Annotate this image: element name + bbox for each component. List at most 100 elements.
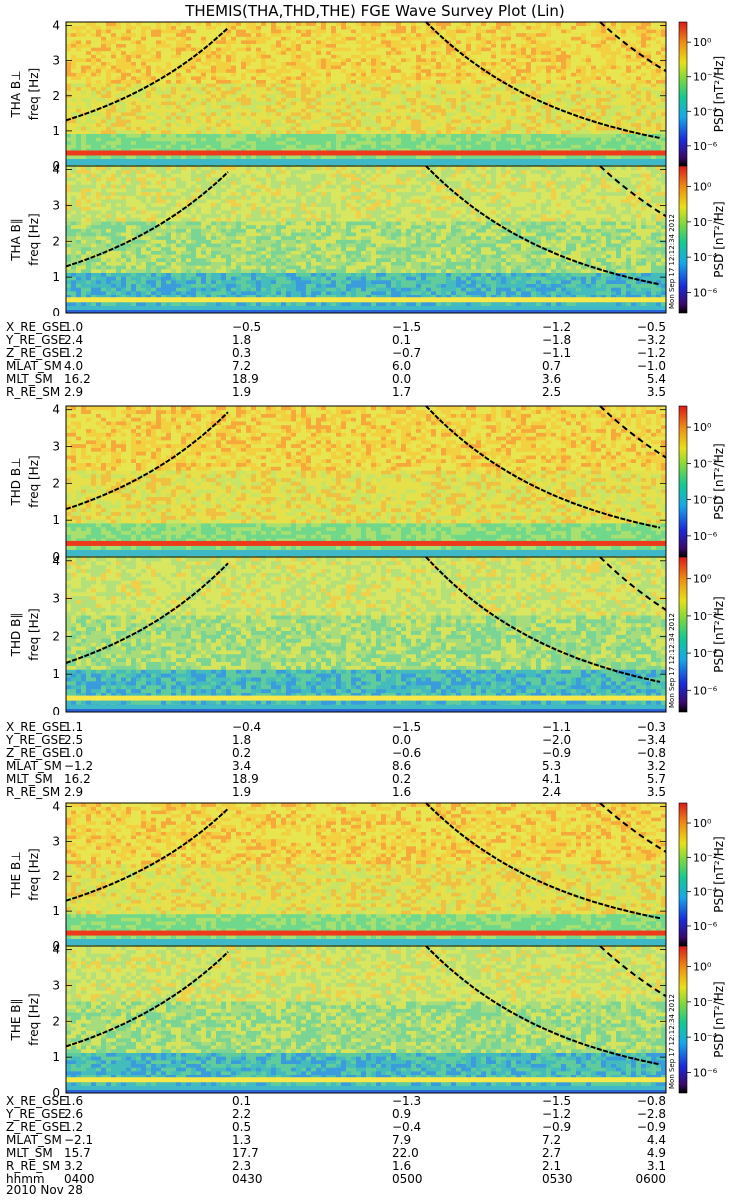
ephemeris-value: 0.3: [232, 347, 251, 360]
ephemeris-label: MLAT_SM: [6, 1134, 62, 1147]
ephemeris-row: R_RE_SM 2.9 1.9 1.7 2.5 3.5: [0, 386, 750, 399]
timestamp: Mon Sep 17 12:12:34 2012: [668, 994, 676, 1089]
time-tick-label: 0600: [635, 1173, 666, 1186]
ephemeris-value: 15.7: [64, 1147, 91, 1160]
ephemeris-row: MLAT_SM −2.1 1.3 7.9 7.2 4.4: [0, 1134, 750, 1147]
gyro-curve-right: [425, 21, 661, 139]
ephemeris-row: Z_RE_GSE 1.0 0.2 −0.6 −0.9 −0.8: [0, 747, 750, 760]
ephemeris-value: 3.2: [64, 1160, 83, 1173]
colorbar-tick-label: 10⁻⁴: [693, 494, 718, 507]
colorbar-tick-label: 10⁻⁶: [693, 684, 718, 697]
ephemeris-value: −0.5: [637, 321, 666, 334]
ytick-label: 1: [52, 270, 60, 284]
ephemeris-value: 16.2: [64, 373, 91, 386]
ephemeris-value: 22.0: [392, 1147, 419, 1160]
ephemeris-value: 7.2: [542, 1134, 561, 1147]
gyrofrequency-curves: [65, 21, 667, 139]
gyro-curve-right: [425, 802, 661, 920]
ephemeris-label: MLAT_SM: [6, 760, 62, 773]
spectrogram-cells: [66, 166, 667, 314]
panel-axis-label: freq [Hz]: [27, 68, 41, 120]
ephemeris-value: −2.1: [64, 1134, 93, 1147]
ephemeris-value: 1.6: [64, 1095, 83, 1108]
ephemeris-label: MLT_SM: [6, 1147, 53, 1160]
ephemeris-value: −0.9: [637, 1121, 666, 1134]
ephemeris-row: R_RE_SM 2.9 1.9 1.6 2.4 3.5: [0, 786, 750, 799]
ytick-label: 0: [52, 306, 60, 316]
colorbar-label: PSD [nT²/Hz]: [712, 201, 726, 277]
gyro-curve-right: [425, 945, 661, 1066]
panel-axis-label: freq [Hz]: [27, 213, 41, 265]
ephemeris-value: 1.8: [232, 734, 251, 747]
ytick-label: 3: [52, 834, 60, 848]
ytick-label: 3: [52, 54, 60, 68]
ephemeris-value: 4.0: [64, 360, 83, 373]
ephemeris-value: 18.9: [232, 373, 259, 386]
ephemeris-value: 1.9: [232, 386, 251, 399]
ytick-label: 3: [52, 440, 60, 454]
gyro-curve-left: [65, 951, 229, 1048]
ephemeris-label: Z_RE_GSE: [6, 1121, 67, 1134]
ephemeris-row: Z_RE_GSE 1.2 0.5 −0.4 −0.9 −0.9: [0, 1121, 750, 1134]
ephemeris-value: 2.1: [542, 1160, 561, 1173]
ephemeris-value: 2.4: [542, 786, 561, 799]
colorbar-tick-label: 10⁻²: [693, 610, 717, 623]
ephemeris-value: −0.4: [392, 1121, 421, 1134]
gyro-harmonic-curve: [599, 165, 667, 218]
footer-date: 2010 Nov 28: [6, 1183, 83, 1197]
ephemeris-row: MLAT_SM −1.2 3.4 8.6 5.3 3.2: [0, 760, 750, 773]
panel-ylabel: THE B∥: [9, 999, 23, 1042]
ephemeris-value: 2.4: [64, 334, 83, 347]
colorbar-tick-label: 10⁻⁶: [693, 140, 718, 153]
ephemeris-value: −0.5: [232, 321, 261, 334]
colorbar-tick-label: 10⁻²: [693, 457, 717, 470]
panel-ylabel: THD B∥: [9, 613, 23, 658]
colorbar-tick-label: 10⁰: [693, 181, 712, 194]
gyrofrequency-curves: [65, 945, 667, 1066]
ephemeris-value: −1.5: [392, 321, 421, 334]
ephemeris-row: X_RE_GSE 1.0 −0.5 −1.5 −1.2 −0.5: [0, 321, 750, 334]
ephemeris-label: Y_RE_GSE: [6, 734, 66, 747]
spectrogram-cells: [66, 406, 667, 558]
spectrogram-cells: [66, 803, 667, 947]
ytick-label: 0: [52, 1086, 60, 1096]
ytick-label: 2: [52, 89, 60, 103]
ephemeris-value: 2.2: [232, 1108, 251, 1121]
panel-axis-label: freq [Hz]: [27, 608, 41, 660]
ephemeris-value: −3.2: [637, 334, 666, 347]
gyro-curve-left: [65, 27, 229, 122]
ytick-label: 0: [52, 705, 60, 715]
panel-tha-par: 0 1 2 3 4 THA B∥ freq [Hz]: [9, 163, 667, 316]
ephemeris-value: 2.5: [64, 734, 83, 747]
ephemeris-row: X_RE_GSE 1.6 0.1 −1.3 −1.5 −0.8: [0, 1095, 750, 1108]
ephemeris-value: −0.6: [392, 747, 421, 760]
gyro-curve-right: [425, 165, 661, 286]
ephemeris-label: R_RE_SM: [6, 386, 60, 399]
time-tick-label: 0530: [542, 1173, 573, 1186]
ephemeris-value: 2.6: [64, 1108, 83, 1121]
ephemeris-value: 2.3: [232, 1160, 251, 1173]
ephemeris-value: 1.0: [64, 321, 83, 334]
ephemeris-table-tha: X_RE_GSE 1.0 −0.5 −1.5 −1.2 −0.5 Y_RE_GSE 2.4 1.…: [0, 321, 750, 399]
gyro-curve-left: [65, 808, 229, 902]
colorbar-tick-label: 10⁰: [693, 817, 712, 830]
ephemeris-value: −0.4: [232, 721, 261, 734]
ytick-label: 2: [52, 869, 60, 883]
ephemeris-row: MLT_SM 15.7 17.7 22.0 2.7 4.9: [0, 1147, 750, 1160]
ytick-label: 4: [52, 403, 60, 417]
gyro-curve-left: [65, 562, 229, 664]
ephemeris-value: −2.8: [637, 1108, 666, 1121]
ytick-label: 4: [52, 19, 60, 33]
colorbar-tick-label: 10⁰: [693, 961, 712, 974]
panel-the-perp: 0 1 2 3 4 THE B⊥ freq [Hz]: [9, 800, 667, 953]
colorbar-tick-label: 10⁻²: [693, 71, 717, 84]
ephemeris-value: 3.1: [647, 1160, 666, 1173]
ytick-label: 2: [52, 1014, 60, 1028]
colorbar: 10⁰ 10⁻² 10⁻⁴ 10⁻⁶ PSD [nT²/Hz]: [678, 405, 726, 558]
ephemeris-value: 0.1: [392, 334, 411, 347]
ytick-label: 2: [52, 629, 60, 643]
panel-ylabel: THD B⊥: [9, 457, 23, 506]
panel-thd-perp: 0 1 2 3 4 THD B⊥ freq [Hz]: [9, 403, 667, 564]
spectrogram-thd: 0 1 2 3 4 THD B⊥ freq [Hz] 10⁰ 10⁻² 10⁻⁴ 10⁻⁶ PSD […: [9, 403, 726, 715]
ephemeris-value: −1.2: [542, 1108, 571, 1121]
